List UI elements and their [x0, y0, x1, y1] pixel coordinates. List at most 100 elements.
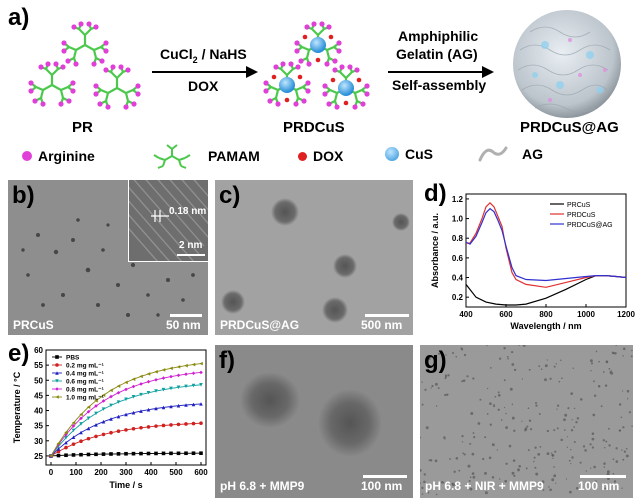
data-point — [161, 387, 166, 392]
particle-dot — [570, 462, 572, 465]
data-point — [109, 403, 113, 408]
particle-dot — [484, 491, 488, 495]
particle-dot — [445, 354, 447, 356]
panel-f-aggregates — [240, 372, 382, 457]
x-tick-label: 500 — [169, 468, 183, 477]
panel-f-condition-label: pH 6.8 + MMP9 — [220, 479, 305, 493]
series-line-prdcus — [466, 201, 627, 288]
data-point — [79, 416, 83, 421]
particle-dot — [437, 387, 440, 390]
data-point — [64, 453, 68, 458]
data-point — [199, 383, 203, 387]
particle-dot — [503, 406, 506, 409]
particle-dot — [518, 464, 521, 468]
data-point — [56, 453, 61, 458]
particle-dot — [489, 402, 492, 406]
data-point — [94, 423, 98, 427]
particle-dot — [505, 462, 508, 465]
data-point — [101, 407, 106, 411]
particle-dot — [527, 449, 530, 452]
particle-dot — [461, 380, 464, 383]
legend-label: PRCuS — [567, 202, 591, 209]
particle-dot — [455, 355, 458, 358]
data-point — [56, 441, 61, 446]
legend-label: 0.8 mg mL⁻¹ — [66, 387, 104, 394]
particle-dot — [621, 390, 624, 392]
legend-dox: DOX — [298, 148, 343, 164]
particle-dot — [571, 456, 574, 459]
particle-dot — [530, 428, 533, 431]
data-point — [116, 384, 121, 388]
particle-dot — [606, 470, 610, 474]
particle-dot — [453, 470, 456, 473]
particle-dot — [493, 403, 495, 406]
panel-b-letter: b) — [12, 182, 35, 209]
particle-dot — [535, 404, 538, 407]
data-point — [124, 428, 128, 432]
particle-dot — [513, 368, 517, 372]
panel-c-tem-image: c) PRDCuS@AG 500 nm — [215, 180, 413, 335]
panel-g-letter: g) — [424, 347, 447, 374]
legend-label: 0.4 mg mL⁻¹ — [66, 371, 104, 378]
particle-dot — [555, 363, 557, 365]
particle-dot — [427, 364, 429, 367]
particle-dot — [435, 405, 438, 407]
panel-b-hrtem-inset: 0.18 nm 2 nm — [128, 180, 208, 262]
inset-scalebar — [177, 254, 205, 256]
particle-dot — [556, 404, 560, 407]
particle-dot — [505, 412, 507, 415]
particle-dot — [494, 395, 497, 398]
y-tick-label: 45 — [34, 391, 43, 400]
x-tick-label: 100 — [69, 468, 83, 477]
particle-dot — [466, 375, 469, 378]
particle-dot — [538, 365, 541, 368]
particle-dot — [526, 425, 529, 428]
x-axis-label: Wavelength / nm — [510, 321, 581, 331]
prdcus-ag-sphere — [513, 10, 621, 118]
panel-g-condition-label: pH 6.8 + NIR + MMP9 — [425, 479, 544, 493]
particle-dot — [508, 444, 512, 448]
particle-dot — [553, 474, 557, 478]
particle-dot — [518, 345, 520, 346]
legend-label: PRDCuS — [567, 212, 596, 219]
particle-dot — [553, 429, 556, 432]
data-point — [71, 435, 76, 440]
data-point — [139, 374, 143, 379]
particle-dot — [444, 374, 447, 377]
y-tick-label: 40 — [34, 407, 43, 416]
panel-b-scalebar-label: 50 nm — [166, 318, 201, 332]
particle-dot — [550, 452, 553, 455]
y-tick-label: 35 — [34, 422, 43, 431]
particle-dot — [606, 361, 608, 364]
particle-dot — [607, 427, 610, 430]
particle-dot — [580, 398, 583, 401]
particle-dot — [631, 425, 633, 427]
particle-dot — [608, 444, 611, 447]
data-point — [124, 397, 128, 402]
data-point — [64, 435, 68, 440]
data-point — [86, 416, 91, 421]
data-point — [71, 424, 76, 428]
particle-dot — [430, 387, 432, 389]
data-point — [154, 369, 158, 374]
particle-dot — [423, 480, 426, 484]
particle-dot — [570, 429, 574, 432]
particle-dot — [573, 441, 576, 443]
particle-dot — [528, 368, 531, 371]
panel-a-letter: a) — [8, 4, 30, 31]
particle-dot — [555, 482, 557, 484]
particle-dot — [570, 392, 574, 395]
particle-dot — [597, 385, 601, 388]
particle-dot — [424, 388, 427, 391]
particle-dot — [567, 407, 570, 410]
data-point — [131, 451, 136, 456]
particle-dot — [421, 381, 423, 383]
data-point — [146, 425, 151, 429]
data-point — [116, 452, 121, 456]
x-axis-label: Time / s — [109, 480, 142, 490]
particle-dot — [489, 367, 492, 369]
particle-dot — [593, 394, 597, 397]
particle-dot — [566, 436, 569, 438]
particle-dot — [606, 472, 610, 476]
particle-dot — [628, 411, 631, 414]
